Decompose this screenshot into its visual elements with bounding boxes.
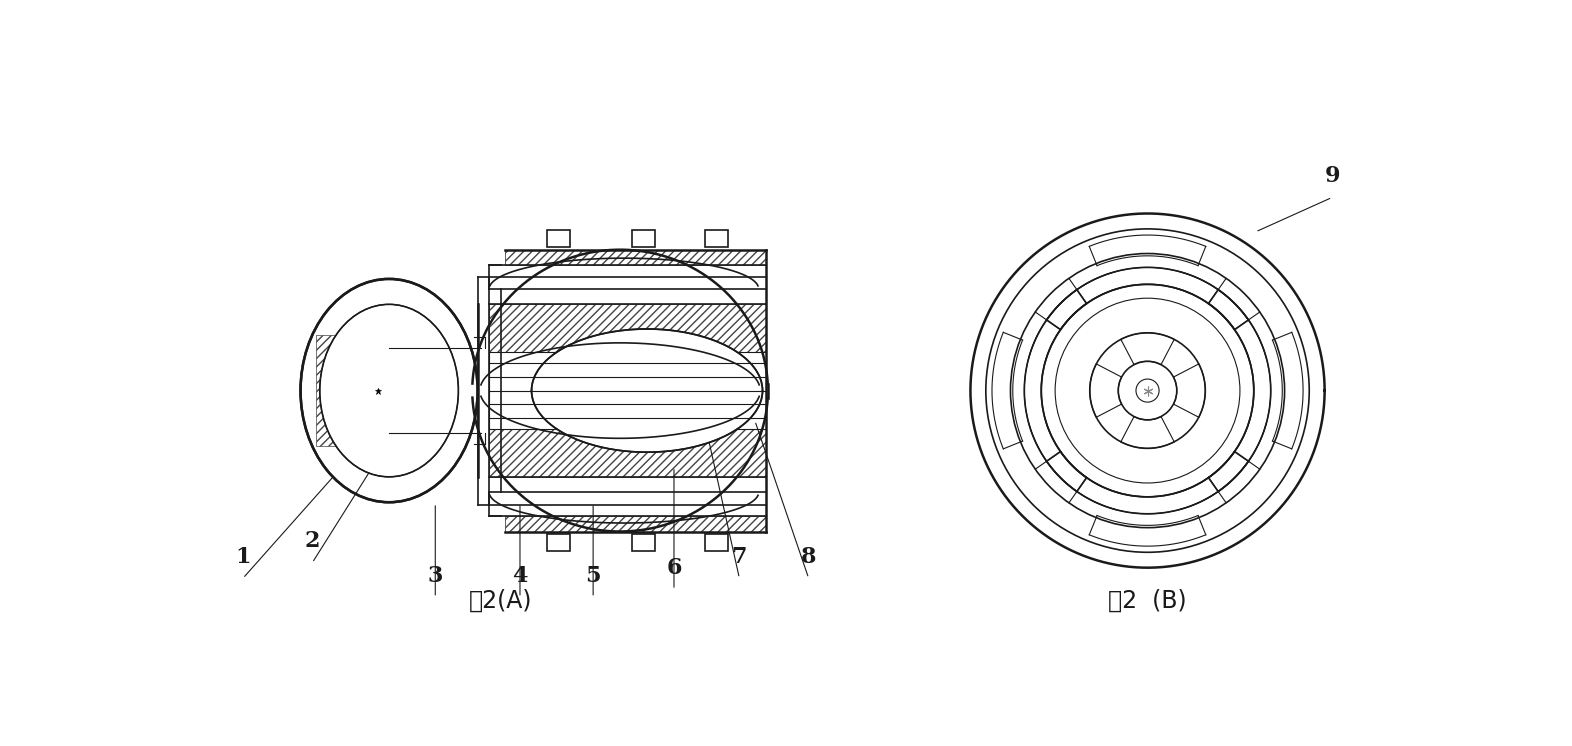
Ellipse shape — [300, 279, 478, 502]
Bar — [704, 231, 728, 248]
Text: 8: 8 — [802, 545, 816, 568]
Text: 1: 1 — [236, 545, 250, 568]
Bar — [704, 534, 728, 551]
Bar — [632, 231, 654, 248]
Polygon shape — [489, 304, 767, 477]
Bar — [547, 534, 571, 551]
Text: 图2(A): 图2(A) — [468, 589, 533, 612]
Bar — [547, 231, 571, 248]
Text: 4: 4 — [512, 565, 528, 587]
Circle shape — [1025, 267, 1270, 514]
Polygon shape — [505, 250, 767, 265]
Text: 7: 7 — [731, 545, 747, 568]
Ellipse shape — [531, 329, 762, 452]
Circle shape — [1011, 254, 1284, 527]
Circle shape — [1089, 333, 1206, 448]
Bar — [632, 534, 654, 551]
Ellipse shape — [319, 304, 459, 477]
Circle shape — [1041, 284, 1254, 497]
Text: 5: 5 — [585, 565, 601, 587]
Circle shape — [986, 229, 1309, 552]
Polygon shape — [489, 352, 767, 429]
Text: 3: 3 — [428, 565, 443, 587]
Polygon shape — [316, 335, 415, 446]
Circle shape — [1137, 379, 1159, 402]
Text: 2: 2 — [305, 530, 319, 552]
Text: 图2  (B): 图2 (B) — [1108, 589, 1187, 612]
Text: 9: 9 — [1325, 165, 1339, 186]
Circle shape — [1055, 298, 1240, 483]
Text: 6: 6 — [667, 557, 682, 579]
Polygon shape — [505, 516, 767, 531]
Circle shape — [1118, 361, 1177, 420]
